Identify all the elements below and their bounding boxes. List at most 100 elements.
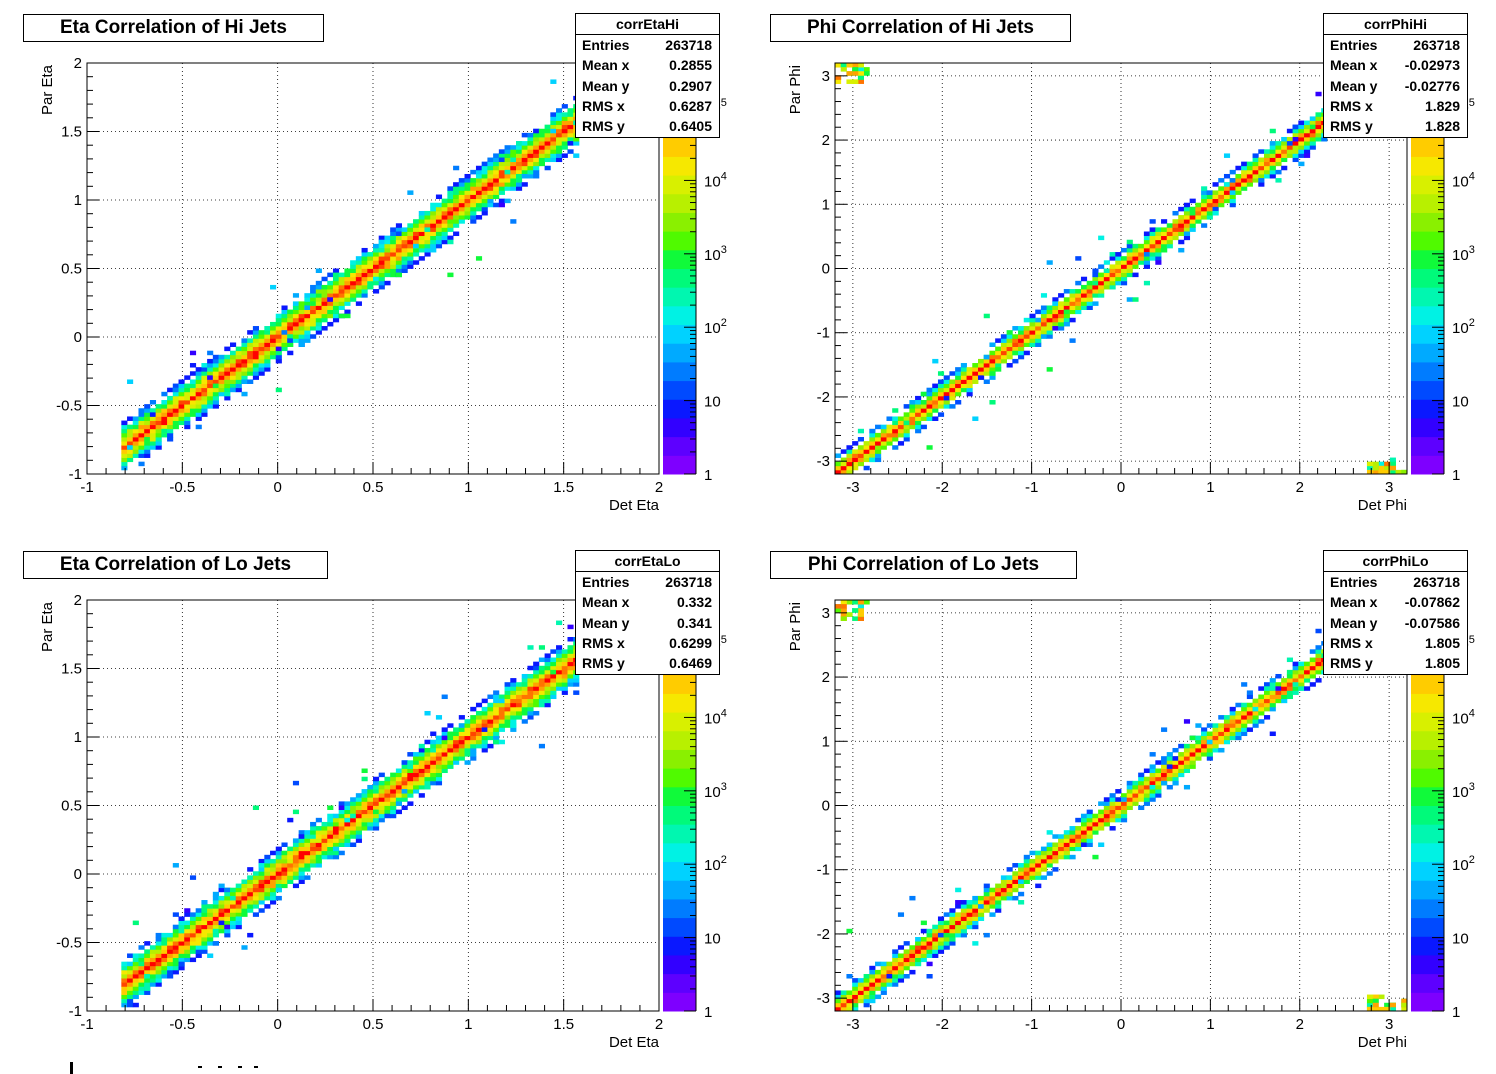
- stats-row: Mean x -0.07862: [1324, 592, 1467, 612]
- heatmap-cell: [1098, 235, 1105, 241]
- heatmap-cell: [418, 772, 425, 778]
- heatmap-cell: [538, 157, 545, 163]
- heatmap-cell: [510, 145, 517, 150]
- heatmap-cell: [1189, 198, 1196, 204]
- heatmap-cell: [504, 157, 511, 163]
- heatmap-cell: [498, 165, 505, 171]
- heatmap-cell: [1035, 867, 1042, 872]
- heatmap-cell: [1235, 186, 1242, 191]
- heatmap-cell: [960, 920, 967, 926]
- heatmap-cell: [178, 920, 185, 926]
- heatmap-cell: [493, 165, 500, 171]
- heatmap-cell: [1058, 317, 1065, 323]
- heatmap-cell: [920, 412, 927, 417]
- heatmap-cell: [304, 301, 311, 306]
- heatmap-cell: [1063, 850, 1070, 856]
- color-bar-segment: [663, 842, 696, 863]
- heatmap-cell: [1309, 124, 1316, 130]
- heatmap-cell: [235, 895, 242, 901]
- heatmap-cell: [281, 334, 288, 339]
- stats-value: -0.07862: [1404, 594, 1460, 611]
- heatmap-cell: [138, 420, 145, 426]
- color-bar-segment: [1411, 842, 1444, 863]
- heatmap-cell: [424, 243, 431, 249]
- heatmap-cell: [840, 608, 847, 613]
- heatmap-cell: [121, 461, 128, 467]
- heatmap-cell: [447, 223, 454, 228]
- heatmap-cell: [224, 363, 231, 368]
- heatmap-cell: [493, 723, 500, 728]
- heatmap-cell: [835, 63, 842, 68]
- heatmap-cell: [430, 231, 437, 237]
- heatmap-cell: [395, 780, 402, 786]
- heatmap-cell: [943, 924, 950, 930]
- heatmap-cell: [1264, 686, 1271, 691]
- heatmap-cell: [915, 957, 922, 963]
- y-tick-label: -1: [69, 466, 82, 483]
- heatmap-cell: [413, 756, 420, 761]
- heatmap-cell: [252, 904, 259, 909]
- heatmap-cell: [144, 957, 151, 963]
- heatmap-cell: [252, 871, 259, 876]
- color-bar-exponent: 3: [721, 244, 727, 256]
- heatmap-cell: [846, 71, 853, 76]
- heatmap-cell: [857, 990, 864, 995]
- heatmap-cell: [121, 424, 128, 430]
- heatmap-cell: [886, 437, 893, 442]
- color-bar-segment: [1411, 212, 1444, 232]
- heatmap-cell: [521, 169, 528, 175]
- heatmap-cell: [224, 375, 231, 380]
- heatmap-cell: [1315, 657, 1322, 663]
- heatmap-cell: [281, 875, 288, 880]
- heatmap-cell: [458, 210, 465, 216]
- color-bar-segment: [1411, 805, 1444, 825]
- heatmap-cell: [350, 826, 357, 831]
- heatmap-cell: [281, 879, 288, 884]
- heatmap-cell: [504, 702, 511, 708]
- heatmap-cell: [932, 391, 939, 397]
- heatmap-cell: [298, 854, 305, 860]
- heatmap-cell: [1035, 321, 1042, 327]
- heatmap-cell: [1115, 268, 1122, 274]
- heatmap-cell: [1012, 346, 1019, 352]
- heatmap-cell: [458, 178, 465, 183]
- heatmap-cell: [1269, 145, 1276, 150]
- heatmap-cell: [218, 887, 225, 893]
- heatmap-cell: [875, 982, 882, 987]
- heatmap-cell: [1201, 739, 1208, 745]
- heatmap-cell: [989, 912, 996, 917]
- heatmap-cell: [1046, 309, 1053, 315]
- heatmap-cell: [235, 908, 242, 913]
- heatmap-cell: [264, 904, 271, 909]
- heatmap-cell: [1275, 690, 1282, 695]
- heatmap-cell: [121, 441, 128, 446]
- heatmap-cell: [178, 408, 185, 413]
- heatmap-cell: [281, 305, 288, 310]
- heatmap-cell: [178, 961, 185, 967]
- heatmap-cell: [510, 678, 517, 683]
- heatmap-cell: [1086, 838, 1093, 843]
- heatmap-cell: [435, 743, 443, 749]
- color-bar-segment: [663, 455, 696, 475]
- heatmap-cell: [258, 346, 265, 352]
- heatmap-cell: [1366, 1006, 1374, 1012]
- heatmap-cell: [1275, 149, 1282, 154]
- heatmap-cell: [167, 937, 174, 942]
- heatmap-cell: [315, 297, 322, 302]
- heatmap-cell: [1149, 239, 1156, 245]
- heatmap-cell: [567, 136, 574, 142]
- heatmap-cell: [287, 321, 294, 327]
- heatmap-cell: [1304, 128, 1311, 134]
- heatmap-cell: [857, 600, 864, 605]
- heatmap-cell: [1275, 153, 1282, 158]
- heatmap-cell: [1046, 317, 1053, 323]
- heatmap-cell: [920, 400, 927, 405]
- heatmap-cell: [510, 727, 517, 732]
- stats-row: Entries 263718: [576, 35, 719, 55]
- heatmap-cell: [1178, 231, 1185, 237]
- heatmap-cell: [1281, 690, 1288, 695]
- heatmap-cell: [458, 739, 465, 745]
- heatmap-cell: [201, 383, 208, 389]
- heatmap-cell: [287, 309, 294, 315]
- heatmap-cell: [846, 461, 853, 467]
